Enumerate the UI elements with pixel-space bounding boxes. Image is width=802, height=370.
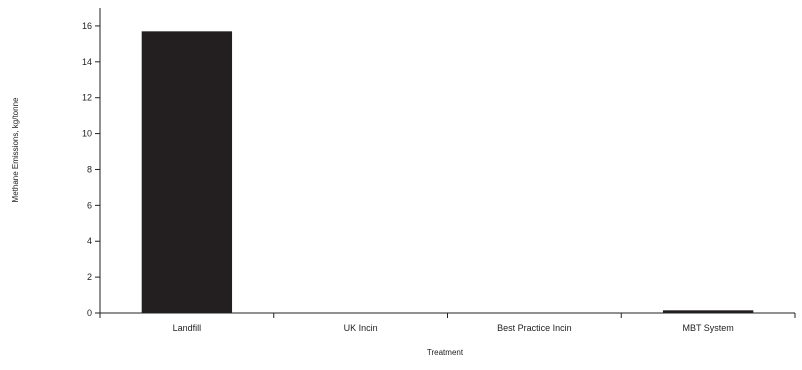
x-tick-label: MBT System [682, 323, 733, 333]
x-axis-title: Treatment [427, 348, 464, 357]
x-tick-label: UK Incin [344, 323, 378, 333]
y-tick-label: 12 [82, 93, 92, 103]
y-tick-label: 16 [82, 21, 92, 31]
bar [662, 310, 754, 313]
y-tick-label: 14 [82, 57, 92, 67]
x-tick-label: Landfill [173, 323, 202, 333]
y-tick-label: 10 [82, 129, 92, 139]
y-tick-label: 4 [87, 236, 92, 246]
y-axis-title: Methane Emissions, kg/tonne [11, 97, 20, 202]
x-axis: Landfill UK Incin Best Practice Incin MBT S… [99, 312, 796, 333]
y-tick-label: 8 [87, 164, 92, 174]
x-tick-label: Best Practice Incin [497, 323, 572, 333]
y-tick-label: 6 [87, 200, 92, 210]
bar [141, 31, 233, 314]
bars-layer [141, 31, 754, 314]
y-axis: 0 2 4 6 8 10 12 14 16 [82, 8, 101, 318]
y-tick-label: 0 [87, 308, 92, 318]
y-tick-label: 2 [87, 272, 92, 282]
